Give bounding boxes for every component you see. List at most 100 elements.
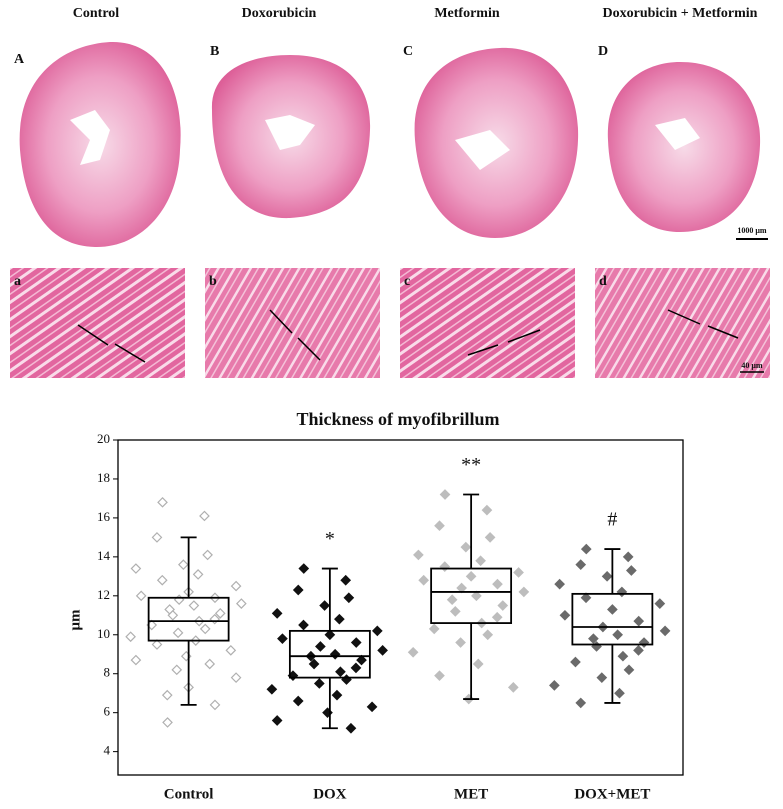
panel-letter: b <box>209 274 217 289</box>
data-point <box>188 600 200 611</box>
data-point <box>580 543 592 555</box>
heart-section <box>211 55 371 219</box>
data-point <box>230 580 242 592</box>
fiber-image <box>10 268 185 378</box>
data-point <box>366 701 378 713</box>
data-point <box>156 574 168 586</box>
data-point <box>575 697 587 709</box>
data-point <box>209 699 221 711</box>
data-point <box>513 567 524 578</box>
data-point <box>324 629 336 641</box>
data-point <box>334 613 345 625</box>
data-point <box>377 645 388 656</box>
data-point <box>614 687 625 699</box>
data-point <box>455 637 466 648</box>
x-tick-label: Control <box>164 786 214 802</box>
heart-section <box>414 47 579 239</box>
box <box>430 567 513 624</box>
scale-label: 1000 μm <box>737 226 767 235</box>
panel-letter: C <box>403 44 413 59</box>
arrows <box>77 309 739 363</box>
data-point <box>622 551 634 563</box>
data-point <box>497 600 509 611</box>
data-point <box>654 598 666 609</box>
data-point <box>601 570 613 582</box>
data-point <box>161 689 173 701</box>
significance-mark: * <box>325 528 335 550</box>
data-point <box>298 563 310 574</box>
panel-letter: D <box>598 44 608 59</box>
data-point <box>135 590 147 602</box>
data-point <box>157 496 168 508</box>
data-point <box>202 549 213 561</box>
data-point <box>266 683 278 695</box>
data-point <box>449 606 461 617</box>
data-point <box>130 654 142 666</box>
data-point <box>472 658 484 670</box>
data-point <box>340 574 352 586</box>
data-point <box>350 637 362 648</box>
data-point <box>482 629 494 641</box>
data-point <box>580 592 592 604</box>
data-point <box>616 586 628 598</box>
data-point <box>225 645 237 656</box>
column-header: Doxorubicin + Metformin <box>603 6 758 21</box>
data-point <box>588 633 599 645</box>
scale-label: 40 μm <box>741 361 763 370</box>
fiber-image <box>400 268 575 378</box>
data-point <box>178 559 189 570</box>
data-point <box>484 532 496 543</box>
data-point <box>481 504 493 516</box>
heart-section <box>19 41 181 248</box>
data-point <box>439 561 451 572</box>
data-point <box>173 594 185 606</box>
data-point <box>460 541 472 553</box>
plot: 4 6 8 10 12 14 16 18 20 Control DOX * MET ** DOX+MET # <box>97 431 684 802</box>
data-point <box>214 607 226 619</box>
data-point <box>491 611 503 623</box>
data-point <box>575 559 587 570</box>
data-point <box>633 645 644 656</box>
panel-letter: d <box>599 274 607 289</box>
data-point <box>559 609 571 621</box>
y-tick-label: 4 <box>104 743 111 758</box>
data-point <box>633 615 645 627</box>
y-tick-label: 14 <box>97 548 111 563</box>
data-point <box>371 625 383 637</box>
data-point <box>331 689 343 701</box>
y-tick-label: 10 <box>97 626 110 641</box>
data-point <box>475 555 486 567</box>
data-point <box>292 695 304 707</box>
data-point <box>623 664 635 676</box>
data-point <box>418 574 430 586</box>
data-point <box>617 650 629 662</box>
data-point <box>612 629 623 641</box>
data-point <box>315 641 326 652</box>
data-point <box>638 637 650 648</box>
chart-title: Thickness of myofibrillum <box>296 409 499 429</box>
data-point <box>319 600 330 611</box>
data-point <box>507 682 519 693</box>
significance-mark: ** <box>461 454 481 476</box>
data-point <box>659 625 671 637</box>
data-point <box>162 717 173 728</box>
data-point <box>413 549 424 561</box>
y-tick-label: 8 <box>104 665 111 680</box>
data-point <box>465 570 477 582</box>
x-tick-label: DOX+MET <box>574 786 650 802</box>
data-point <box>151 532 163 543</box>
data-point <box>343 592 355 604</box>
fiber-image <box>595 268 770 378</box>
data-point <box>271 715 283 726</box>
data-point <box>199 510 210 522</box>
data-point <box>356 654 367 666</box>
data-point <box>345 722 357 734</box>
data-point <box>335 666 346 678</box>
data-point <box>596 672 608 683</box>
data-point <box>434 520 445 532</box>
box <box>147 596 230 642</box>
y-tick-label: 6 <box>104 704 111 719</box>
data-point <box>341 674 352 685</box>
data-point <box>434 670 445 682</box>
panel-letter: B <box>210 44 219 59</box>
